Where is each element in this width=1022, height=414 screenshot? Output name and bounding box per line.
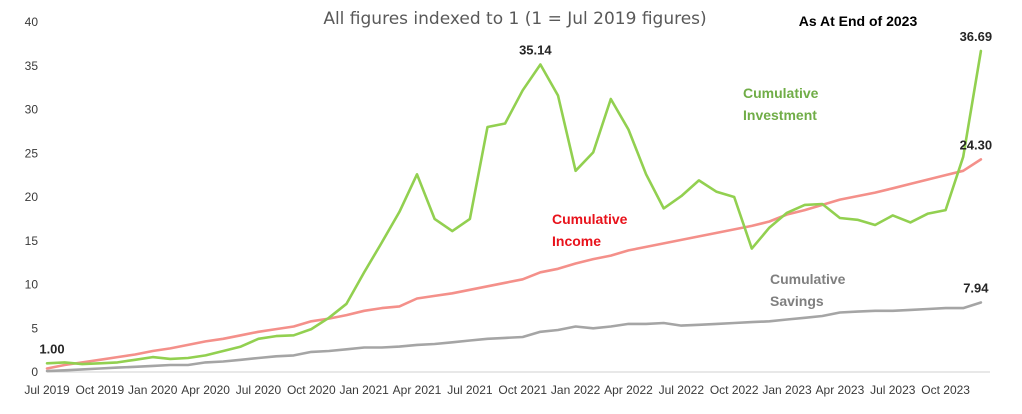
x-tick-label: Oct 2021	[498, 383, 547, 397]
x-tick-label: Jan 2023	[762, 383, 812, 397]
y-tick-label: 5	[31, 321, 38, 335]
y-tick-label: 20	[25, 190, 39, 204]
x-tick-label: Jul 2022	[659, 383, 705, 397]
x-axis: Jul 2019 Oct 2019 Jan 2020 Apr 2020 Jul 2020…	[24, 383, 970, 397]
data-label: 7.94	[963, 281, 989, 296]
data-labels-group: 1.00 35.14 36.69 24.30 7.94	[39, 29, 992, 356]
x-tick-label: Apr 2022	[604, 383, 653, 397]
cumulative-income-label: Income	[552, 233, 601, 249]
y-tick-label: 30	[25, 103, 39, 117]
cumulative-savings-line	[45, 301, 983, 373]
x-tick-label: Apr 2020	[181, 383, 230, 397]
y-tick-label: 35	[25, 59, 39, 73]
x-tick-label: Jan 2022	[551, 383, 601, 397]
x-tick-label: Oct 2019	[76, 383, 125, 397]
x-tick-label: Jan 2021	[339, 383, 389, 397]
x-tick-label: Apr 2021	[393, 383, 442, 397]
data-label: 1.00	[39, 341, 64, 356]
x-tick-label: Oct 2022	[710, 383, 759, 397]
x-tick-label: Jul 2021	[447, 383, 493, 397]
x-tick-label: Jul 2023	[870, 383, 916, 397]
y-tick-label: 25	[25, 146, 39, 160]
x-tick-label: Oct 2020	[287, 383, 336, 397]
y-tick-label: 0	[31, 365, 38, 379]
x-tick-label: Oct 2023	[921, 383, 970, 397]
cumulative-investment-label: Investment	[743, 107, 817, 123]
x-tick-label: Jul 2019	[24, 383, 70, 397]
cumulative-income-label: Cumulative	[552, 211, 628, 227]
y-tick-label: 15	[25, 234, 39, 248]
data-label: 35.14	[519, 43, 552, 58]
data-label: 36.69	[960, 29, 993, 44]
x-tick-label: Jul 2020	[236, 383, 282, 397]
x-tick-label: Jan 2020	[128, 383, 178, 397]
y-axis: 0 5 10 15 20 25 30 35 40	[25, 15, 39, 379]
series-group	[45, 49, 983, 373]
cumulative-income-line	[45, 158, 983, 370]
chart-title: All figures indexed to 1 (1 = Jul 2019 f…	[323, 9, 706, 29]
x-tick-label: Apr 2023	[816, 383, 865, 397]
cumulative-savings-label: Savings	[770, 293, 824, 309]
series-labels-group: Cumulative Investment Cumulative Income Cumu…	[552, 85, 846, 309]
data-label: 24.30	[960, 137, 993, 152]
cumulative-investment-label: Cumulative	[743, 85, 819, 101]
as-at-note: As At End of 2023	[799, 13, 918, 29]
cumulative-investment-line	[45, 49, 983, 366]
y-tick-label: 40	[25, 15, 39, 29]
y-tick-label: 10	[25, 278, 39, 292]
cumulative-savings-label: Cumulative	[770, 271, 846, 287]
